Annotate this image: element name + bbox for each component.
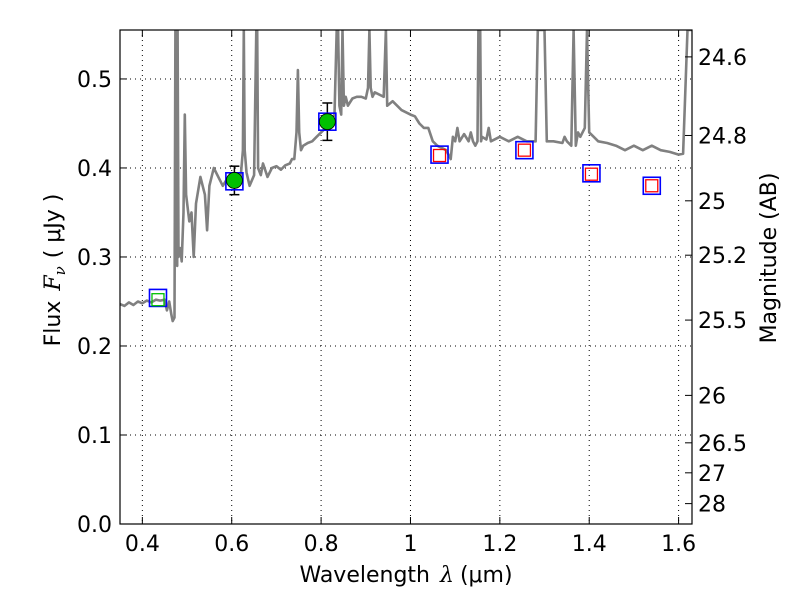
y2-tick-label: 25 <box>698 190 726 215</box>
x-axis-symbol: λ <box>439 563 454 588</box>
model-box <box>148 288 168 308</box>
y2-tick-label: 25.5 <box>698 309 747 334</box>
y-tick-label: 0.3 <box>77 246 112 271</box>
x-tick-label: 1 <box>403 532 417 557</box>
predicted-box <box>645 179 659 193</box>
predicted-box <box>584 167 599 181</box>
markers <box>148 102 662 308</box>
x-axis-label: Wavelength <box>299 563 430 588</box>
y-tick-label: 0.2 <box>77 335 112 360</box>
y-tick-label: 0.4 <box>77 157 112 182</box>
x-tick-label: 1.2 <box>482 532 517 557</box>
y-tick-label: 0.5 <box>77 68 112 93</box>
model-box <box>430 145 449 164</box>
y-axis-symbol: F <box>41 275 66 292</box>
x-tick-label: 0.6 <box>214 532 249 557</box>
y-tick-label: 0.0 <box>77 513 112 538</box>
predicted-box-green <box>151 293 165 307</box>
x-axis-title: Wavelength λ (μm) <box>299 563 512 588</box>
y2-tick-label: 28 <box>698 493 726 518</box>
x-tick-label: 0.4 <box>125 532 160 557</box>
x-tick-label: 1.6 <box>661 532 696 557</box>
y-axis-unit: ( μJy ) <box>41 194 66 259</box>
y2-tick-label: 24.6 <box>698 46 747 71</box>
y2-axis-title: Magnitude (AB) <box>757 173 782 344</box>
y2-tick-label: 26.5 <box>698 432 747 457</box>
y2-tick-label: 25.2 <box>698 244 747 269</box>
y-axis-label: Flux <box>41 301 66 347</box>
observed-point <box>225 172 243 189</box>
y2-tick-label: 26 <box>698 384 726 409</box>
observed-point <box>318 113 336 131</box>
x-axis-unit: (μm) <box>460 563 513 588</box>
predicted-box <box>517 143 532 157</box>
spectrum-line <box>120 30 692 323</box>
x-tick-label: 0.8 <box>304 532 339 557</box>
predicted-box <box>432 148 447 163</box>
model-box <box>318 112 337 131</box>
model-box <box>515 140 534 160</box>
plot-area <box>120 30 692 323</box>
x-tick-label: 1.4 <box>572 532 607 557</box>
y-axis-title: Flux Fν ( μJy ) <box>41 194 69 347</box>
model-box <box>642 176 662 196</box>
plot-frame <box>119 29 693 525</box>
model-box <box>582 164 601 183</box>
grid <box>120 30 692 525</box>
y2-tick-label: 24.8 <box>698 124 747 149</box>
y2-tick-label: 27 <box>698 462 726 487</box>
axis-ticks: 0.4 0.6 0.8 1 1.2 1.4 1.6 0.0 0.1 0.2 0.3 0.4 0.5 24.… <box>77 30 747 557</box>
y-axis-subscript: ν <box>51 266 69 275</box>
y-tick-label: 0.1 <box>77 424 112 449</box>
